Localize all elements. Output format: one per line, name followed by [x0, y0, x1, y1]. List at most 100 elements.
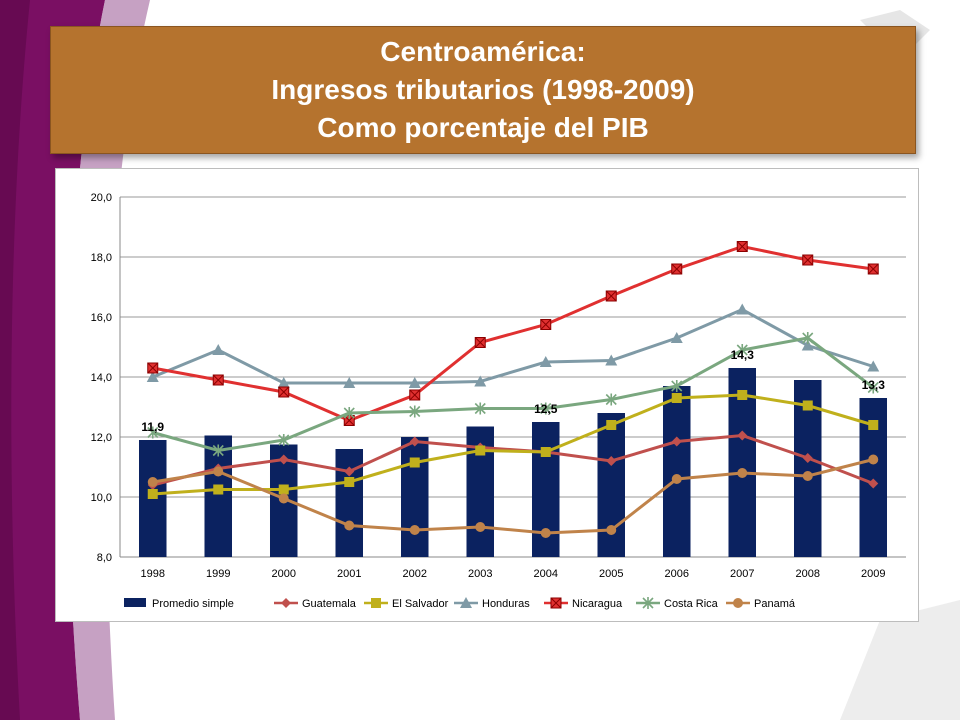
marker-star [642, 597, 654, 609]
marker-diamond [278, 454, 289, 465]
marker-triangle [460, 597, 472, 608]
marker-triangle [277, 377, 290, 388]
marker-xsquare-cross [605, 290, 617, 302]
legend-label: Guatemala [302, 598, 357, 610]
y-tick-label: 10,0 [91, 492, 112, 504]
legend-label: Promedio simple [152, 598, 234, 610]
marker-diamond [409, 436, 420, 447]
bar-promedio-simple [662, 386, 691, 557]
series-line-costa-rica [152, 336, 875, 453]
marker-star [147, 426, 159, 439]
marker-circle [475, 522, 486, 532]
marker-square [540, 447, 551, 457]
legend-label: Panamá [754, 598, 796, 610]
marker-star [671, 380, 683, 392]
marker-circle [540, 528, 551, 538]
marker-xsquare-cross [474, 337, 486, 348]
y-tick-label: 12,0 [91, 432, 112, 444]
chart-area: 8,0 10,0 12,0 14,0 16,0 18,0 20,0 1998 1999 2000 2… [55, 168, 919, 622]
chart-svg: 8,0 10,0 12,0 14,0 16,0 18,0 20,0 1998 1999 2000 2… [91, 192, 906, 610]
marker-star [802, 332, 814, 344]
marker-triangle [736, 303, 749, 315]
marker-diamond [671, 436, 682, 447]
y-tick-label: 18,0 [91, 252, 112, 264]
marker-circle [606, 525, 617, 535]
marker-square [606, 420, 617, 430]
marker-square [371, 598, 381, 608]
marker-triangle [867, 360, 880, 372]
marker-star [605, 393, 617, 406]
marker-triangle [801, 339, 814, 351]
marker-triangle [605, 354, 618, 366]
x-tick-label: 1998 [141, 568, 165, 580]
marker-xsquare-cross [867, 263, 879, 275]
bar-data-label: 14,3 [731, 348, 755, 362]
marker-circle [409, 525, 420, 535]
x-tick-label: 1999 [206, 568, 230, 580]
marker-star [540, 402, 552, 415]
x-tick-label: 2007 [730, 568, 754, 580]
marker-star [409, 405, 421, 418]
y-tick-label: 8,0 [97, 552, 112, 564]
marker-triangle [474, 375, 487, 387]
x-tick-label: 2001 [337, 568, 361, 580]
marker-diamond [344, 466, 355, 477]
marker-circle [737, 468, 748, 478]
marker-square [737, 390, 748, 400]
series-line-panam- [152, 458, 874, 535]
x-tick-label: 2000 [272, 568, 296, 580]
marker-xsquare-cross [802, 254, 814, 266]
x-tick-label: 2004 [534, 568, 558, 580]
x-tick-label: 2003 [468, 568, 492, 580]
marker-circle [344, 520, 355, 531]
marker-triangle [670, 332, 683, 343]
y-tick-label: 20,0 [91, 192, 112, 204]
marker-triangle [539, 356, 552, 367]
marker-star [212, 444, 224, 457]
marker-circle [868, 454, 879, 465]
marker-diamond [606, 456, 617, 466]
marker-square [409, 457, 420, 468]
title-line-1: Centroamérica: [380, 36, 586, 67]
marker-xsquare-cross [736, 241, 748, 252]
legend-label: Costa Rica [664, 598, 719, 610]
x-tick-label: 2002 [403, 568, 427, 580]
marker-triangle [212, 344, 225, 355]
x-tick-label: 2006 [665, 568, 689, 580]
marker-xsquare-cross [278, 386, 290, 398]
marker-xsquare-cross [550, 597, 562, 609]
bar-data-label: 11,9 [141, 420, 164, 434]
marker-square [671, 393, 682, 403]
marker-square [278, 484, 289, 495]
y-tick-label: 16,0 [91, 312, 112, 324]
marker-square [213, 484, 224, 495]
marker-star [343, 407, 355, 419]
legend-label: Honduras [482, 598, 530, 610]
marker-square [344, 477, 355, 487]
series-line-honduras [152, 307, 874, 385]
bar-data-label: 13,3 [862, 378, 886, 392]
x-tick-label: 2005 [599, 568, 623, 580]
marker-star [867, 381, 879, 394]
marker-triangle [343, 377, 356, 388]
marker-xsquare-cross [540, 319, 552, 330]
bar-promedio-simple [400, 437, 429, 557]
legend-swatch-bar [124, 598, 146, 607]
x-tick-label: 2008 [796, 568, 820, 580]
marker-circle [733, 598, 743, 608]
marker-star [474, 402, 486, 415]
marker-star [278, 434, 290, 446]
marker-xsquare-cross [409, 389, 421, 401]
marker-square [868, 420, 879, 430]
bar-promedio-simple [335, 449, 364, 557]
marker-diamond [868, 478, 879, 489]
series-line-nicaragua [152, 244, 874, 423]
marker-star [736, 344, 748, 356]
legend-label: Nicaragua [572, 598, 623, 610]
marker-triangle [408, 377, 421, 388]
marker-triangle [146, 371, 159, 382]
marker-xsquare-cross [671, 263, 683, 275]
marker-diamond [802, 453, 813, 463]
series-line-el-salvador [152, 393, 874, 496]
legend-label: El Salvador [392, 598, 449, 610]
